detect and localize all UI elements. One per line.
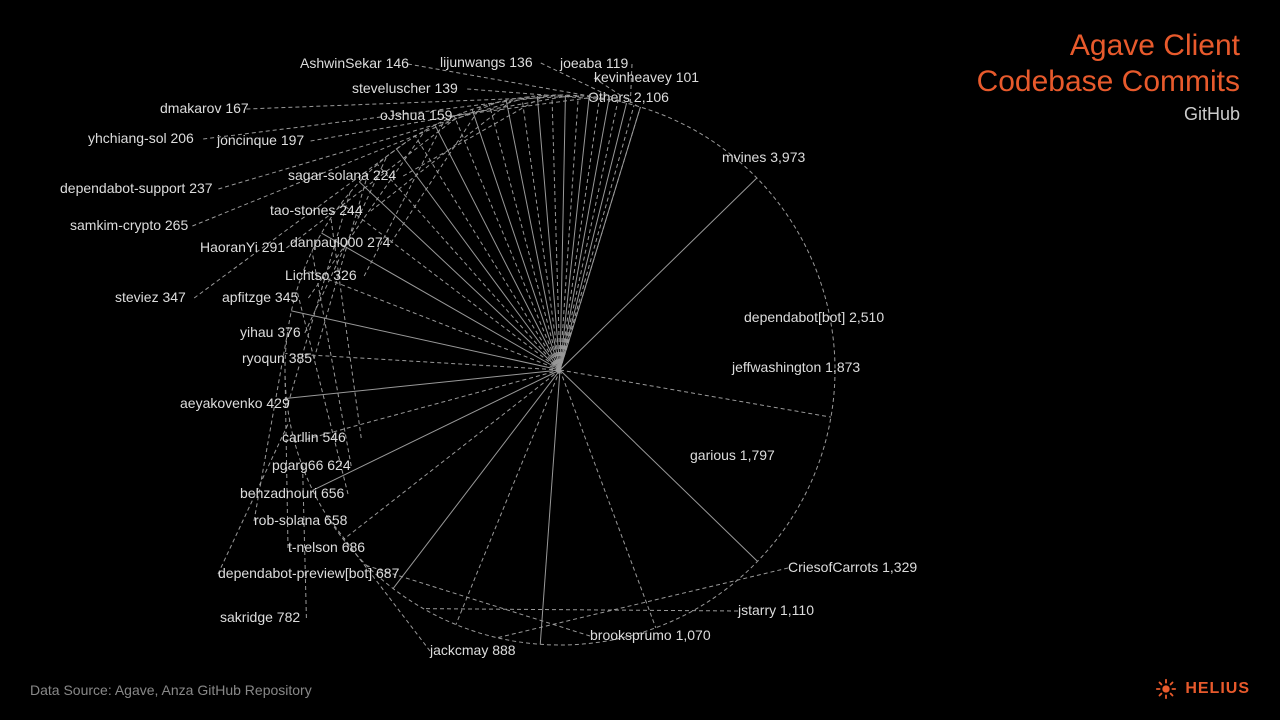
- slice-label: sakridge 782: [220, 609, 300, 625]
- slice-label: brooksprumo 1,070: [590, 627, 711, 643]
- slice-divider: [415, 136, 560, 370]
- slice-label: steviez 347: [115, 289, 186, 305]
- slice-label: aeyakovenko 429: [180, 395, 290, 411]
- slice-label: pgarg66 624: [272, 457, 351, 473]
- slice-label: behzadnouri 656: [240, 485, 345, 501]
- slice-label: jackcmay 888: [429, 642, 516, 658]
- slice-divider: [285, 354, 560, 370]
- slice-divider: [343, 370, 560, 539]
- slice-divider: [560, 370, 656, 628]
- slice-divider: [560, 370, 831, 417]
- slice-label: AshwinSekar 146: [300, 55, 409, 71]
- slice-label: kevinheavey 101: [594, 69, 699, 85]
- slice-label: jeffwashington 1,873: [731, 359, 860, 375]
- slice-divider: [359, 182, 560, 370]
- slice-label: yhchiang-sol 206: [88, 130, 194, 146]
- slice-label: Lichtso 326: [285, 267, 357, 283]
- slice-label: jstarry 1,110: [737, 602, 814, 618]
- pie-chart: Others 2,106mvines 3,973dependabot[bot] …: [0, 0, 1280, 720]
- leader-line: [327, 516, 430, 651]
- slice-divider: [560, 103, 627, 370]
- slice-label: ryoqun 385: [242, 350, 312, 366]
- slice-label: dependabot-preview[bot] 687: [218, 565, 400, 581]
- slice-label: danpaul000 274: [290, 234, 391, 250]
- slice-label: lijunwangs 136: [440, 54, 533, 70]
- slice-divider: [560, 370, 758, 561]
- slice-label: mvines 3,973: [722, 149, 805, 165]
- slice-divider: [552, 95, 560, 370]
- slice-label: rob-solana 658: [254, 512, 348, 528]
- slice-divider: [393, 370, 560, 589]
- slice-label: joncinque 197: [216, 132, 304, 148]
- leader-line: [331, 218, 361, 438]
- slice-divider: [454, 116, 560, 370]
- slice-divider: [560, 105, 634, 370]
- slice-label: sagar-solana 224: [288, 167, 396, 183]
- slice-label: dependabot-support 237: [60, 180, 213, 196]
- slice-label: carllin 546: [282, 429, 346, 445]
- slice-divider: [397, 149, 560, 370]
- slice-label: yihau 376: [240, 324, 301, 340]
- slice-divider: [304, 270, 560, 370]
- slice-label: samkim-crypto 265: [70, 217, 188, 233]
- slice-divider: [286, 370, 560, 398]
- slice-label: oJshua 159: [380, 107, 453, 123]
- slice-label: garious 1,797: [690, 447, 775, 463]
- leader-line: [314, 173, 368, 359]
- slice-label: dmakarov 167: [160, 100, 249, 116]
- leader-line: [423, 609, 738, 611]
- slice-label: apfitzge 345: [222, 289, 298, 305]
- slice-label: t-nelson 686: [288, 539, 365, 555]
- slice-divider: [435, 125, 560, 370]
- slice-label: dependabot[bot] 2,510: [744, 309, 884, 325]
- slice-label: tao-stones 244: [270, 202, 363, 218]
- leader-line: [367, 566, 590, 636]
- slice-label: CriesofCarrots 1,329: [788, 559, 917, 575]
- slice-label: steveluscher 139: [352, 80, 458, 96]
- slice-divider: [341, 203, 560, 370]
- slice-divider: [321, 233, 560, 370]
- slice-label: HaoranYi 291: [200, 239, 285, 255]
